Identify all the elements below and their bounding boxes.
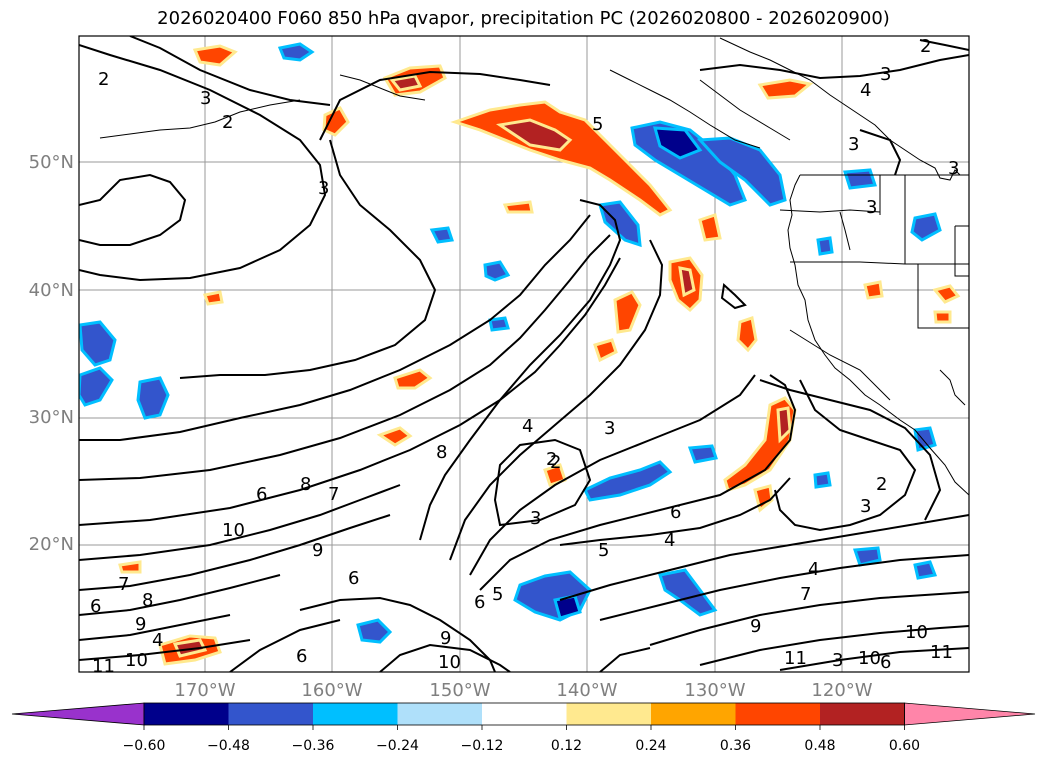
colorbar-tick-label: 0.60 (888, 738, 921, 754)
colorbar-tick-label: −0.60 (122, 738, 166, 754)
precip-positive-patches (118, 44, 961, 666)
contour-label: 2 (876, 474, 887, 495)
lat-label-20n: 20°N (28, 534, 74, 555)
contour-label: 6 (90, 596, 101, 617)
contour-label-group: 2 3 3 5 3 4 3 2 3 2 4 2 3 4 6 8 7 9 10 6… (90, 36, 959, 677)
contour-label: 2 (222, 112, 233, 133)
contour-label: 2 (550, 452, 561, 473)
contour-label: 5 (492, 584, 503, 605)
contour-label: 10 (222, 520, 245, 541)
map-frame (78, 35, 970, 673)
colorbar-tick-label: 0.24 (635, 738, 667, 754)
map-title: 2026020400 F060 850 hPa qvapor, precipit… (157, 8, 890, 29)
lat-label-40n: 40°N (28, 280, 74, 301)
contour-label: 3 (530, 508, 541, 529)
contour-label: 11 (930, 642, 953, 663)
contour-label: 8 (436, 442, 447, 463)
contour-label: 3 (866, 197, 877, 218)
contour-label: 3 (948, 158, 959, 179)
contour-label: 11 (92, 656, 115, 677)
contour-label: 6 (880, 652, 891, 673)
contour-label: 4 (522, 416, 533, 437)
colorbar-tick-label: −0.12 (460, 738, 504, 754)
contour-label: 9 (135, 614, 146, 635)
graticule (79, 36, 969, 672)
colorbar-segment (651, 703, 736, 725)
contour-label: 3 (832, 650, 843, 671)
contour-label: 10 (858, 648, 881, 669)
colorbar-tick-label: −0.48 (207, 738, 250, 754)
coastlines (99, 37, 969, 496)
colorbar-segment (820, 703, 905, 725)
colorbar-segment (228, 703, 313, 725)
contour-label: 8 (300, 474, 311, 495)
lon-label-170w: 170°W (174, 680, 236, 701)
colorbar-tick-label: −0.36 (291, 738, 335, 754)
contour-label: 7 (800, 584, 811, 605)
colorbar-segment (482, 703, 567, 725)
contour-label: 3 (604, 418, 615, 439)
contour-label: 3 (848, 134, 859, 155)
contour-label: 6 (474, 592, 485, 613)
contour-label: 2 (98, 69, 109, 90)
contour-label: 4 (860, 80, 871, 101)
contour-label: 9 (440, 628, 451, 649)
contour-label: 3 (860, 496, 871, 517)
contour-label: 6 (256, 484, 267, 505)
contour-label: 11 (784, 648, 807, 669)
contour-label: 3 (880, 64, 891, 85)
contour-label: 5 (598, 540, 609, 561)
contour-label: 4 (808, 559, 819, 580)
lat-label-50n: 50°N (28, 152, 74, 173)
contour-lines (79, 36, 969, 672)
colorbar-segment (397, 703, 482, 725)
colorbar-min-extend (11, 702, 145, 726)
colorbar-segment (735, 703, 820, 725)
contour-label: 10 (125, 650, 148, 671)
lon-label-160w: 160°W (301, 680, 363, 701)
lon-label-150w: 150°W (429, 680, 491, 701)
contour-label: 7 (328, 484, 339, 505)
contour-label: 8 (142, 590, 153, 611)
colorbar-segment (313, 703, 398, 725)
contour-label: 2 (546, 449, 557, 470)
colorbar-tick-label: 0.48 (804, 738, 836, 754)
contour-label: 6 (296, 646, 307, 667)
lon-label-140w: 140°W (556, 680, 618, 701)
colorbar-segment (566, 703, 651, 725)
lat-label-30n: 30°N (28, 407, 74, 428)
colorbar (11, 702, 1036, 730)
contour-label: 9 (312, 540, 323, 561)
contour-label: 10 (438, 652, 461, 673)
contour-label: 4 (152, 630, 163, 651)
colorbar-segment (144, 703, 229, 725)
contour-label: 5 (592, 114, 603, 135)
contour-label: 7 (118, 574, 129, 595)
contour-label: 3 (200, 88, 211, 109)
lon-label-130w: 130°W (684, 680, 746, 701)
colorbar-tick-label: 0.36 (719, 738, 752, 754)
lon-label-120w: 120°W (811, 680, 873, 701)
contour-label: 6 (670, 502, 681, 523)
contour-label: 10 (905, 622, 928, 643)
contour-label: 4 (664, 530, 675, 551)
colorbar-tick-label: 0.12 (550, 738, 583, 754)
contour-label: 2 (920, 36, 931, 57)
contour-label: 9 (750, 616, 761, 637)
colorbar-tick-label: −0.24 (376, 738, 419, 754)
contour-label: 6 (348, 568, 359, 589)
contour-label: 3 (318, 178, 329, 199)
colorbar-max-extend (904, 702, 1036, 726)
